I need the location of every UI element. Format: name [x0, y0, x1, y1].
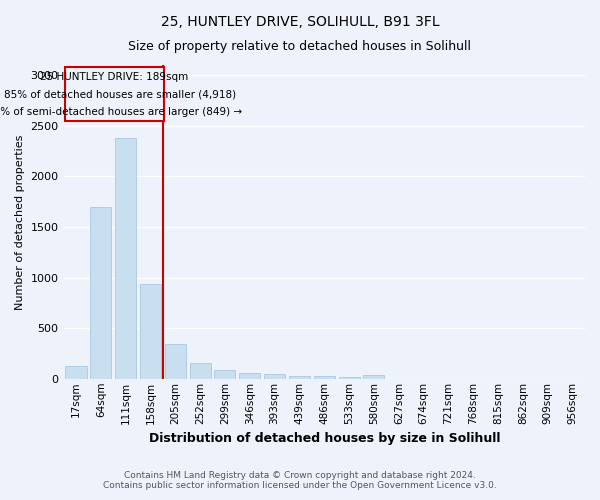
Bar [115, 138, 136, 379]
Text: 25 HUNTLEY DRIVE: 189sqm: 25 HUNTLEY DRIVE: 189sqm [40, 72, 188, 83]
Bar [90, 206, 112, 379]
X-axis label: Distribution of detached houses by size in Solihull: Distribution of detached houses by size … [149, 432, 500, 445]
Bar [338, 376, 359, 379]
Text: 25, HUNTLEY DRIVE, SOLIHULL, B91 3FL: 25, HUNTLEY DRIVE, SOLIHULL, B91 3FL [161, 15, 439, 29]
Bar [65, 366, 86, 379]
Bar [140, 284, 161, 379]
Text: Contains HM Land Registry data © Crown copyright and database right 2024.
Contai: Contains HM Land Registry data © Crown c… [103, 470, 497, 490]
Bar [165, 344, 186, 379]
Bar [289, 376, 310, 379]
Bar [364, 374, 385, 379]
Text: Size of property relative to detached houses in Solihull: Size of property relative to detached ho… [128, 40, 472, 53]
Bar [314, 376, 335, 379]
Bar [264, 374, 285, 379]
Bar [190, 363, 211, 379]
Y-axis label: Number of detached properties: Number of detached properties [15, 134, 25, 310]
Text: ← 85% of detached houses are smaller (4,918): ← 85% of detached houses are smaller (4,… [0, 90, 236, 100]
Text: 15% of semi-detached houses are larger (849) →: 15% of semi-detached houses are larger (… [0, 106, 242, 117]
Bar [214, 370, 235, 379]
FancyBboxPatch shape [65, 67, 164, 121]
Bar [239, 373, 260, 379]
